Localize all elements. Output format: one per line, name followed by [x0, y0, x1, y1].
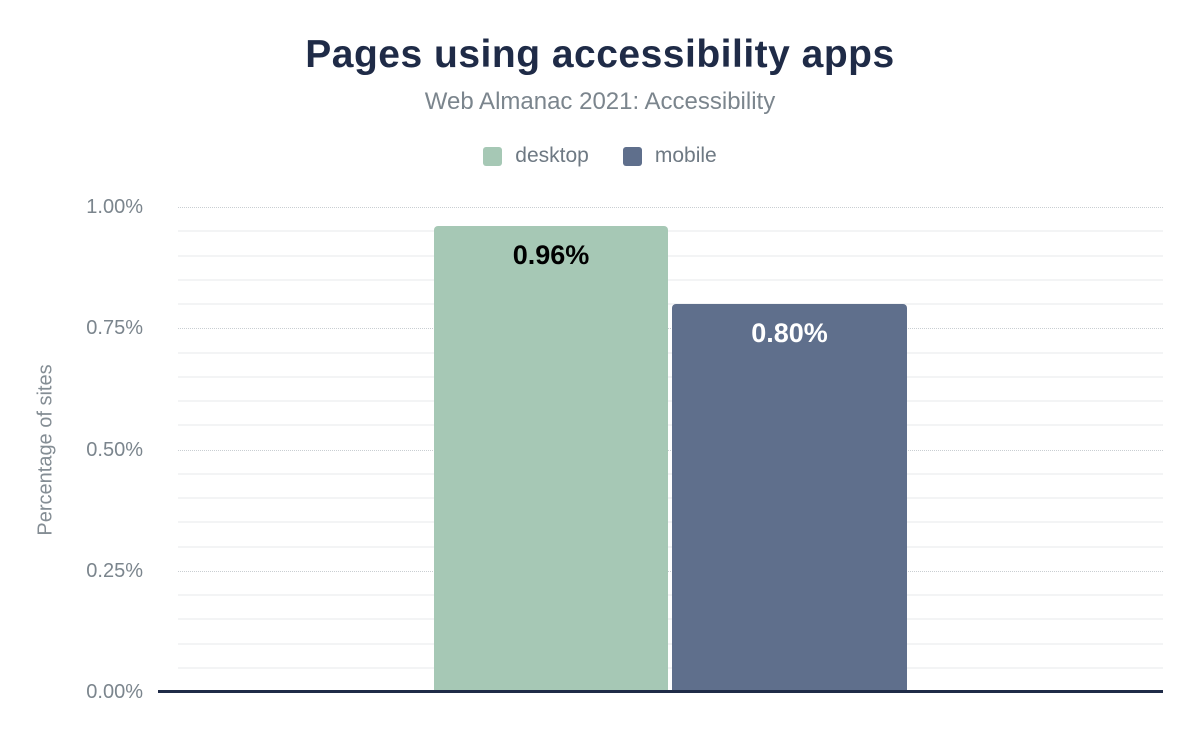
mobile-swatch-icon — [622, 146, 642, 166]
minor-gridline — [178, 497, 1163, 499]
bar-value-label-mobile: 0.80% — [751, 318, 828, 348]
minor-gridline — [178, 545, 1163, 548]
minor-gridline — [178, 278, 1163, 281]
major-gridline — [178, 570, 1163, 572]
legend: desktop mobile — [0, 144, 1200, 168]
minor-gridline — [178, 375, 1163, 378]
minor-gridline — [178, 351, 1163, 354]
y-tick-label: 1.00% — [86, 196, 143, 218]
legend-item-mobile[interactable]: mobile — [622, 144, 717, 168]
minor-gridline — [178, 254, 1163, 257]
legend-label-desktop: desktop — [515, 144, 589, 167]
plot-area: 0.96% 0.80% — [178, 207, 1163, 692]
x-axis-line — [158, 690, 1163, 693]
major-gridline — [178, 328, 1163, 330]
chart-subtitle: Web Almanac 2021: Accessibility — [424, 88, 776, 115]
chart-title: Pages using accessibility apps — [305, 33, 895, 76]
minor-gridline — [178, 642, 1163, 645]
bar-desktop[interactable]: 0.96% — [434, 226, 668, 692]
minor-gridline — [178, 618, 1163, 621]
major-gridline — [178, 207, 1163, 208]
y-tick-label: 0.25% — [86, 559, 143, 582]
bar-mobile[interactable]: 0.80% — [672, 304, 907, 692]
minor-gridline — [178, 230, 1163, 233]
minor-gridline — [178, 472, 1163, 475]
major-gridline — [178, 449, 1163, 451]
minor-gridline — [178, 594, 1163, 596]
minor-gridline — [178, 303, 1163, 305]
legend-label-mobile: mobile — [654, 144, 717, 167]
bar-value-label-desktop: 0.96% — [512, 240, 590, 271]
legend-item-desktop[interactable]: desktop — [483, 144, 589, 168]
minor-gridline — [178, 666, 1163, 669]
desktop-swatch-icon — [483, 146, 503, 166]
y-tick-label: 0.00% — [86, 681, 143, 703]
minor-gridline — [178, 424, 1163, 427]
y-tick-label: 0.50% — [86, 438, 143, 461]
y-axis-ticks: 0.00% 0.25% 0.50% 0.75% 1.00% — [0, 196, 145, 703]
minor-gridline — [178, 400, 1163, 402]
y-tick-label: 0.75% — [86, 317, 143, 340]
minor-gridline — [178, 521, 1163, 524]
